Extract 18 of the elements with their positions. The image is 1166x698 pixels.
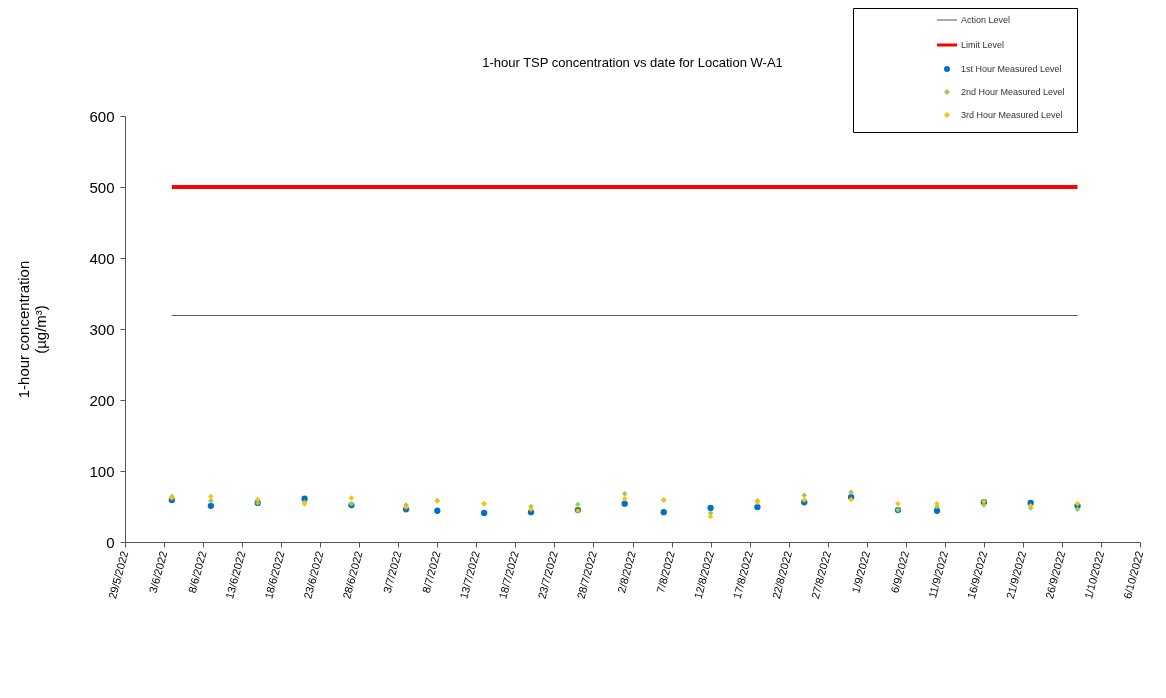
legend-label: 3rd Hour Measured Level (961, 110, 1063, 120)
y-tick-label: 500 (89, 178, 115, 196)
legend-label: 1st Hour Measured Level (961, 64, 1062, 74)
legend-label: Limit Level (961, 40, 1005, 50)
y-tick-label: 0 (106, 533, 115, 551)
x-tick-label: 1/9/2022 (849, 549, 873, 595)
legend-label: Action Level (961, 15, 1011, 25)
y-tick-label: 100 (89, 462, 115, 480)
y-tick-label: 300 (89, 320, 115, 338)
y-tick-label: 600 (89, 107, 115, 125)
y-tick-label: 400 (89, 249, 115, 267)
legend-label: 2nd Hour Measured Level (961, 87, 1065, 97)
chart-title: 1-hour TSP concentration vs date for Location W-A1 (482, 54, 783, 70)
y-tick-label: 200 (89, 391, 115, 409)
y-axis-title: 1-hour concentration (µg/m³) (15, 260, 50, 399)
x-tick-label: 2/8/2022 (615, 549, 638, 595)
x-tick-label: 3/6/2022 (146, 549, 170, 595)
x-tick-label: 6/9/2022 (888, 549, 912, 595)
